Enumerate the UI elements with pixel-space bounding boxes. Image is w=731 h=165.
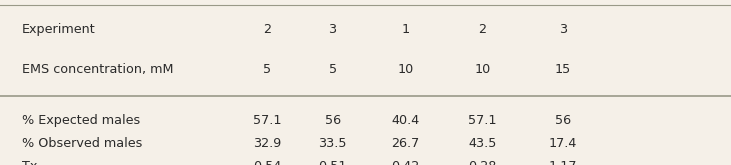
Text: Experiment: Experiment	[22, 23, 96, 36]
Text: 26.7: 26.7	[392, 137, 420, 150]
Text: 57.1: 57.1	[469, 114, 496, 127]
Text: 32.9: 32.9	[253, 137, 281, 150]
Text: 5: 5	[328, 63, 337, 76]
Text: 3: 3	[558, 23, 567, 36]
Text: 0.54: 0.54	[253, 160, 281, 165]
Text: 0.42: 0.42	[392, 160, 420, 165]
Text: 3: 3	[328, 23, 337, 36]
Text: 57.1: 57.1	[253, 114, 281, 127]
Text: EMS concentration, mM: EMS concentration, mM	[22, 63, 173, 76]
Text: 2: 2	[479, 23, 486, 36]
Text: 1: 1	[401, 23, 410, 36]
Text: 15: 15	[555, 63, 571, 76]
Text: 10: 10	[398, 63, 414, 76]
Text: 43.5: 43.5	[469, 137, 496, 150]
Text: % Expected males: % Expected males	[22, 114, 140, 127]
Text: 2: 2	[263, 23, 270, 36]
Text: 1.17: 1.17	[549, 160, 577, 165]
Text: 40.4: 40.4	[392, 114, 420, 127]
Text: 56: 56	[325, 114, 341, 127]
Text: 17.4: 17.4	[549, 137, 577, 150]
Text: 0.28: 0.28	[469, 160, 496, 165]
Text: 56: 56	[555, 114, 571, 127]
Text: 10: 10	[474, 63, 491, 76]
Text: % Observed males: % Observed males	[22, 137, 143, 150]
Text: 33.5: 33.5	[319, 137, 346, 150]
Text: Tx: Tx	[22, 160, 37, 165]
Text: 0.51: 0.51	[319, 160, 346, 165]
Text: 5: 5	[262, 63, 271, 76]
